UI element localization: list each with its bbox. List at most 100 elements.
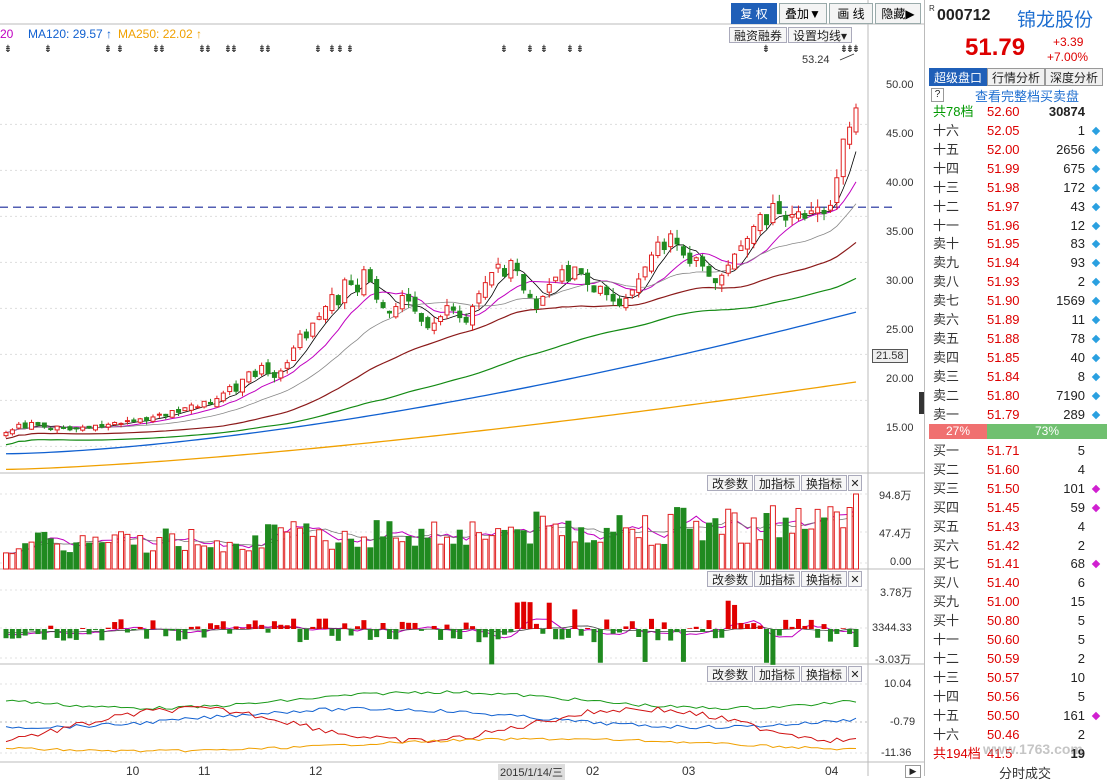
sell-level-volume: 11 xyxy=(1072,310,1086,329)
sell-marker-icon xyxy=(1092,259,1100,267)
candle-body xyxy=(349,281,353,285)
candle-body xyxy=(496,264,500,268)
restore-rights-button[interactable]: 复 权 xyxy=(731,3,777,24)
margin-trading-button[interactable]: 融资融券 xyxy=(729,27,787,43)
kdj-close-icon[interactable]: ✕ xyxy=(848,666,862,682)
buy-level-label: 买十 xyxy=(933,611,959,630)
sell-level-label: 卖十 xyxy=(933,234,959,253)
ma20-label: 20 xyxy=(0,27,13,41)
flow-bar xyxy=(585,628,590,629)
volume-bar xyxy=(23,544,28,569)
flow-switch-indicator-button[interactable]: 换指标 xyxy=(801,571,847,587)
sell-level-volume: 8 xyxy=(1078,367,1085,386)
overlay-button[interactable]: 叠加▼ xyxy=(779,3,827,24)
flow-bar xyxy=(342,623,347,629)
flow-close-icon[interactable]: ✕ xyxy=(848,571,862,587)
flow-bar xyxy=(694,627,699,629)
signal-arrow-icon: ⇟ xyxy=(116,44,124,55)
candle-body xyxy=(618,299,622,306)
scroll-right-icon[interactable]: ▶ xyxy=(905,765,921,778)
volume-bar xyxy=(687,529,692,569)
buy-level-label: 买九 xyxy=(933,592,959,611)
ratio-bar: 27% 73% xyxy=(929,424,1107,439)
volume-bar xyxy=(138,536,143,569)
flow-params-button[interactable]: 改参数 xyxy=(707,571,753,587)
price-tick: 35.00 xyxy=(886,226,914,238)
candle-body xyxy=(260,365,264,374)
candle-body xyxy=(343,280,347,303)
flow-bar xyxy=(815,629,820,638)
volume-bar xyxy=(355,547,360,569)
candle-body xyxy=(541,296,545,305)
ma20-line xyxy=(6,204,856,433)
footer-tab-trades[interactable]: 分时成交 xyxy=(999,763,1051,782)
vol-add-indicator-button[interactable]: 加指标 xyxy=(754,475,800,491)
flow-bar xyxy=(323,619,328,629)
flow-bar xyxy=(841,628,846,629)
volume-bar xyxy=(591,541,596,569)
kline-chart[interactable]: ⇟⇟⇟⇟⇟⇟⇟⇟⇟⇟⇟⇟⇟⇟⇟⇟⇟⇟⇟⇟⇟⇟⇟⇟⇟ xyxy=(0,0,924,776)
sell-level-volume: 2 xyxy=(1078,272,1085,291)
buy-ratio: 73% xyxy=(987,424,1107,439)
sell-level-price: 51.93 xyxy=(987,272,1020,291)
flow-bar xyxy=(374,629,379,637)
volume-bar xyxy=(93,537,98,569)
volume-bar xyxy=(4,553,9,569)
kdj-add-indicator-button[interactable]: 加指标 xyxy=(754,666,800,682)
flow-bar xyxy=(521,602,526,629)
volume-bar xyxy=(457,530,462,569)
buy-level-volume: 4 xyxy=(1078,460,1085,479)
volume-bar xyxy=(87,543,92,569)
flow-bar xyxy=(336,629,341,641)
tab-depth-analysis[interactable]: 深度分析 xyxy=(1045,68,1103,86)
candle-body xyxy=(554,277,558,281)
candle-body xyxy=(752,227,756,244)
ma250-label: MA250: 22.02 ↑ xyxy=(118,27,202,41)
kdj-switch-indicator-button[interactable]: 换指标 xyxy=(801,666,847,682)
hide-button[interactable]: 隐藏▶ xyxy=(875,3,921,24)
flow-add-indicator-button[interactable]: 加指标 xyxy=(754,571,800,587)
help-icon[interactable]: ? xyxy=(931,88,944,102)
flow-bar xyxy=(259,625,264,629)
volume-bar xyxy=(80,536,85,569)
candle-body xyxy=(100,425,104,428)
volume-bar xyxy=(35,533,40,569)
kdj-params-button[interactable]: 改参数 xyxy=(707,666,753,682)
candle-body xyxy=(426,318,430,328)
buy-level-label: 买二 xyxy=(933,460,959,479)
volume-bar xyxy=(777,538,782,569)
volume-bar xyxy=(189,529,194,569)
sell-marker-icon xyxy=(1092,202,1100,210)
buy-level-volume: 2 xyxy=(1078,649,1085,668)
flow-bar xyxy=(528,602,533,629)
vol-close-icon[interactable]: ✕ xyxy=(848,475,862,491)
tab-market-analysis[interactable]: 行情分析 xyxy=(987,68,1045,86)
signal-arrow-icon: ⇟ xyxy=(566,44,574,55)
flow-bar xyxy=(636,629,641,637)
volume-bar xyxy=(630,529,635,569)
flow-bar xyxy=(719,629,724,638)
flow-bar xyxy=(67,629,72,638)
candle-body xyxy=(336,296,340,305)
volume-bar xyxy=(745,543,750,569)
volume-bar xyxy=(783,518,788,569)
flow-bar xyxy=(604,620,609,629)
candle-body xyxy=(534,299,538,308)
draw-line-button[interactable]: 画 线 xyxy=(829,3,873,24)
candle-body xyxy=(796,212,800,218)
tab-super-book[interactable]: 超级盘口 xyxy=(929,68,987,86)
vol-params-button[interactable]: 改参数 xyxy=(707,475,753,491)
buy-level-label: 十三 xyxy=(933,668,959,687)
sell-level-price: 51.88 xyxy=(987,329,1020,348)
vol-switch-indicator-button[interactable]: 换指标 xyxy=(801,475,847,491)
sell-level-volume: 43 xyxy=(1071,197,1085,216)
price-tick: 40.00 xyxy=(886,177,914,189)
flow-bar xyxy=(630,621,635,629)
candle-body xyxy=(304,332,308,338)
ma-settings-button[interactable]: 设置均线▾ xyxy=(788,27,852,43)
candle-body xyxy=(272,373,276,378)
